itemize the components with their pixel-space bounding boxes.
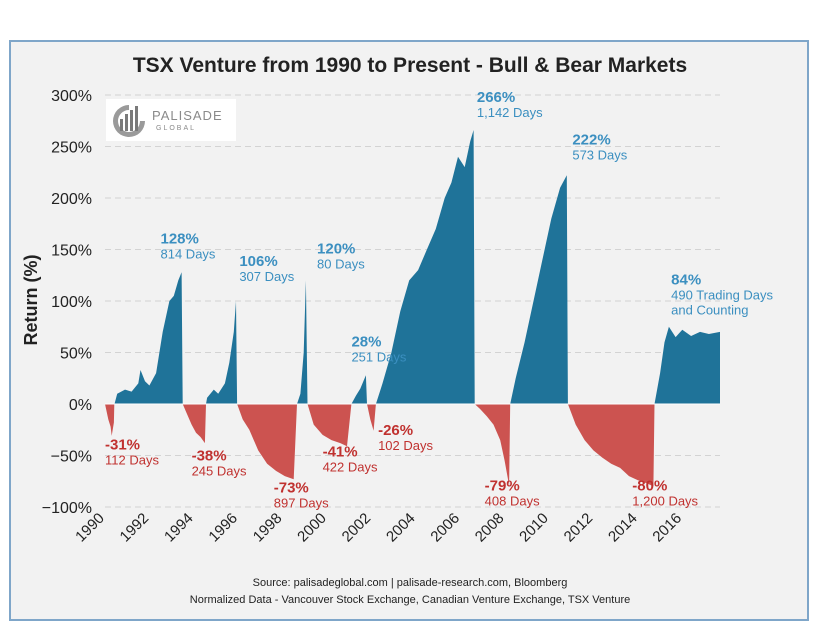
bear-duration-label: 408 Days bbox=[485, 494, 540, 509]
bull-duration-label: 307 Days bbox=[239, 269, 294, 284]
data-note-text: Normalized Data - Vancouver Stock Exchan… bbox=[190, 594, 630, 606]
x-tick-label: 1994 bbox=[161, 510, 197, 546]
bull-return-label: 106% bbox=[239, 253, 277, 270]
bull-duration-label: 573 Days bbox=[572, 147, 627, 162]
bear-duration-label: 1,200 Days bbox=[632, 494, 698, 509]
bear-duration-label: 422 Days bbox=[323, 460, 378, 475]
bull-market-area bbox=[351, 375, 367, 404]
y-axis-label: Return (%) bbox=[21, 255, 41, 346]
x-tick-label: 2004 bbox=[383, 510, 419, 546]
bear-market-area bbox=[105, 404, 115, 436]
annotations: -31%112 Days 128%814 Days -38%245 Days 106%… bbox=[105, 89, 774, 510]
x-tick-label: 2008 bbox=[472, 510, 508, 546]
palisade-logo: PALISADE GLOBAL bbox=[106, 99, 236, 141]
bull-market-area bbox=[654, 326, 720, 404]
bear-return-label: -80% bbox=[632, 478, 667, 495]
bull-market-area bbox=[510, 175, 568, 404]
y-tick-label: 50% bbox=[60, 346, 92, 363]
x-tick-label: 2016 bbox=[649, 510, 685, 546]
bull-return-label: 222% bbox=[572, 131, 610, 148]
bull-market-area bbox=[297, 280, 308, 404]
x-tick-label: 2000 bbox=[294, 510, 330, 546]
bear-return-label: -26% bbox=[378, 422, 413, 439]
y-tick-label: −50% bbox=[51, 449, 92, 466]
x-axis-ticks: 1990 1992 1994 1996 1998 2000 2002 2004 2006 2008… bbox=[72, 510, 685, 546]
x-tick-label: 1998 bbox=[250, 510, 286, 546]
bear-return-label: -38% bbox=[192, 448, 227, 465]
bear-market-area bbox=[367, 404, 376, 431]
logo-name: PALISADE bbox=[152, 108, 223, 123]
y-tick-label: 200% bbox=[51, 191, 92, 208]
bull-duration-label: 1,142 Days bbox=[477, 105, 543, 120]
chart-title: TSX Venture from 1990 to Present - Bull … bbox=[133, 54, 687, 77]
bear-market-area bbox=[237, 404, 297, 480]
bull-duration-label: 814 Days bbox=[161, 246, 216, 261]
bull-duration-label: 251 Days bbox=[351, 349, 406, 364]
x-tick-label: 2010 bbox=[516, 510, 552, 546]
y-axis-ticks: 300% 250% 200% 150% 100% 50% 0% −50% −100% bbox=[42, 88, 92, 517]
logo-mark-icon bbox=[113, 105, 145, 137]
logo-subtitle: GLOBAL bbox=[156, 125, 197, 132]
bull-market-area bbox=[114, 272, 183, 404]
bull-duration-label: 490 Trading Days bbox=[671, 288, 773, 303]
bear-duration-label: 102 Days bbox=[378, 438, 433, 453]
bull-market-area bbox=[375, 130, 475, 404]
y-tick-label: 0% bbox=[69, 397, 92, 414]
area-series bbox=[105, 130, 720, 487]
bear-duration-label: 245 Days bbox=[192, 464, 247, 479]
y-tick-label: 300% bbox=[51, 88, 92, 105]
bear-duration-label: 112 Days bbox=[105, 452, 159, 467]
y-tick-label: −100% bbox=[42, 500, 92, 517]
bear-market-area bbox=[474, 404, 511, 486]
bull-duration-label-2: and Counting bbox=[671, 303, 748, 318]
bear-return-label: -73% bbox=[274, 480, 309, 497]
y-tick-label: 250% bbox=[51, 140, 92, 157]
bull-return-label: 120% bbox=[317, 241, 355, 258]
x-tick-label: 2012 bbox=[561, 510, 597, 546]
bear-duration-label: 897 Days bbox=[274, 496, 329, 511]
source-text: Source: palisadeglobal.com | palisade-re… bbox=[253, 577, 568, 589]
x-tick-label: 2002 bbox=[339, 510, 375, 546]
bear-market-area bbox=[182, 404, 206, 444]
bull-return-label: 28% bbox=[351, 333, 381, 350]
x-tick-label: 2006 bbox=[427, 510, 463, 546]
bear-market-area bbox=[307, 404, 352, 447]
bear-return-label: -31% bbox=[105, 436, 140, 453]
y-tick-label: 150% bbox=[51, 243, 92, 260]
bear-return-label: -41% bbox=[323, 444, 358, 461]
x-tick-label: 2014 bbox=[605, 510, 641, 546]
bull-duration-label: 80 Days bbox=[317, 257, 365, 272]
bull-return-label: 128% bbox=[161, 230, 199, 247]
bull-return-label: 84% bbox=[671, 272, 701, 289]
x-tick-label: 1992 bbox=[117, 510, 153, 546]
bear-market-area bbox=[567, 404, 655, 487]
y-tick-label: 100% bbox=[51, 294, 92, 311]
bear-return-label: -79% bbox=[485, 478, 520, 495]
bull-market-area bbox=[206, 301, 238, 404]
bull-return-label: 266% bbox=[477, 89, 515, 106]
x-tick-label: 1996 bbox=[205, 510, 241, 546]
